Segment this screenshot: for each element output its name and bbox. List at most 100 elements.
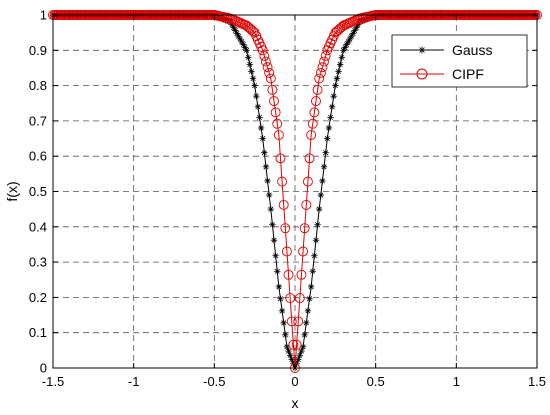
data-point — [307, 283, 315, 291]
legend-marker — [416, 68, 428, 80]
data-point — [317, 191, 325, 199]
data-point — [304, 153, 315, 164]
x-tick-label: 1 — [453, 374, 460, 389]
data-point — [256, 114, 263, 121]
data-point — [262, 163, 270, 170]
data-point — [265, 73, 276, 84]
data-point — [261, 56, 271, 67]
data-point — [298, 246, 309, 257]
data-point — [281, 246, 292, 257]
y-tick-label: 1 — [40, 8, 47, 23]
y-tick-label: 0 — [40, 361, 47, 376]
legend-item-cipf: CIPF — [400, 66, 484, 82]
data-point — [302, 176, 313, 187]
data-point — [335, 68, 342, 75]
legend-label: CIPF — [452, 66, 484, 82]
data-point — [283, 269, 294, 280]
data-point — [314, 73, 325, 84]
data-point — [262, 62, 273, 73]
data-point — [333, 75, 341, 82]
data-point — [285, 293, 296, 304]
data-point — [280, 319, 287, 327]
data-point — [264, 177, 271, 185]
data-point — [319, 56, 329, 67]
data-point — [246, 61, 254, 68]
data-point — [341, 44, 349, 51]
data-point — [288, 339, 299, 350]
y-tick-label: 0.3 — [29, 255, 47, 270]
data-point — [306, 130, 317, 140]
data-point — [301, 331, 308, 339]
data-point — [336, 22, 347, 32]
data-point — [273, 130, 284, 140]
data-point — [278, 199, 289, 210]
data-point — [257, 124, 265, 132]
data-point — [280, 223, 291, 234]
y-tick-label: 0.9 — [29, 43, 47, 58]
data-point — [267, 205, 274, 213]
data-point — [267, 84, 278, 95]
x-tick-label: 0 — [291, 374, 298, 389]
x-tick-label: 1.5 — [528, 374, 546, 389]
legend-item-gauss: Gauss — [400, 42, 492, 58]
series-cipf — [48, 10, 542, 373]
data-point — [330, 92, 337, 100]
data-point — [249, 75, 257, 82]
data-point — [304, 307, 312, 315]
data-point — [278, 307, 286, 315]
data-point — [306, 295, 313, 303]
y-tick-label: 0.1 — [29, 325, 47, 340]
data-point — [311, 252, 318, 259]
data-point — [254, 103, 262, 110]
legend: Gauss CIPF — [391, 34, 528, 88]
data-point — [328, 103, 336, 110]
data-point — [346, 35, 354, 43]
data-point — [245, 54, 252, 61]
data-point — [332, 82, 339, 89]
data-point — [309, 268, 316, 275]
y-tick-label: 0.6 — [29, 149, 47, 164]
legend-marker — [418, 46, 426, 54]
y-tick-label: 0.2 — [29, 290, 47, 305]
data-point — [319, 177, 326, 185]
data-point — [301, 199, 312, 210]
data-point — [269, 221, 276, 228]
data-point — [269, 96, 279, 107]
data-point — [253, 92, 260, 100]
data-point — [315, 67, 326, 78]
data-point — [314, 221, 321, 228]
data-point — [327, 114, 334, 121]
data-point — [299, 223, 310, 234]
data-point — [243, 47, 250, 54]
data-point — [265, 191, 273, 199]
data-point — [272, 118, 283, 129]
data-point — [325, 124, 333, 132]
data-point — [322, 149, 329, 156]
y-axis-label: f(x) — [4, 181, 20, 201]
data-point — [277, 295, 284, 303]
data-point — [311, 96, 321, 107]
data-point — [274, 268, 281, 275]
data-point — [307, 118, 318, 129]
data-point — [293, 316, 304, 327]
data-point — [291, 339, 302, 350]
data-point — [324, 135, 331, 142]
y-tick-label: 0.8 — [29, 78, 47, 93]
data-point — [272, 252, 279, 259]
data-point — [320, 50, 331, 61]
data-point — [246, 24, 257, 35]
data-point — [299, 343, 307, 351]
x-tick-label: 0.5 — [367, 374, 385, 389]
data-point — [248, 68, 255, 75]
data-point — [233, 30, 241, 37]
x-tick-label: -1 — [128, 374, 140, 389]
data-point — [259, 50, 270, 61]
data-point — [338, 54, 345, 61]
data-point — [259, 135, 266, 142]
data-point — [275, 283, 283, 291]
data-point — [320, 163, 328, 170]
data-point — [309, 107, 320, 118]
y-tick-label: 0.4 — [29, 219, 47, 234]
data-point — [264, 67, 275, 78]
data-point — [251, 82, 258, 89]
